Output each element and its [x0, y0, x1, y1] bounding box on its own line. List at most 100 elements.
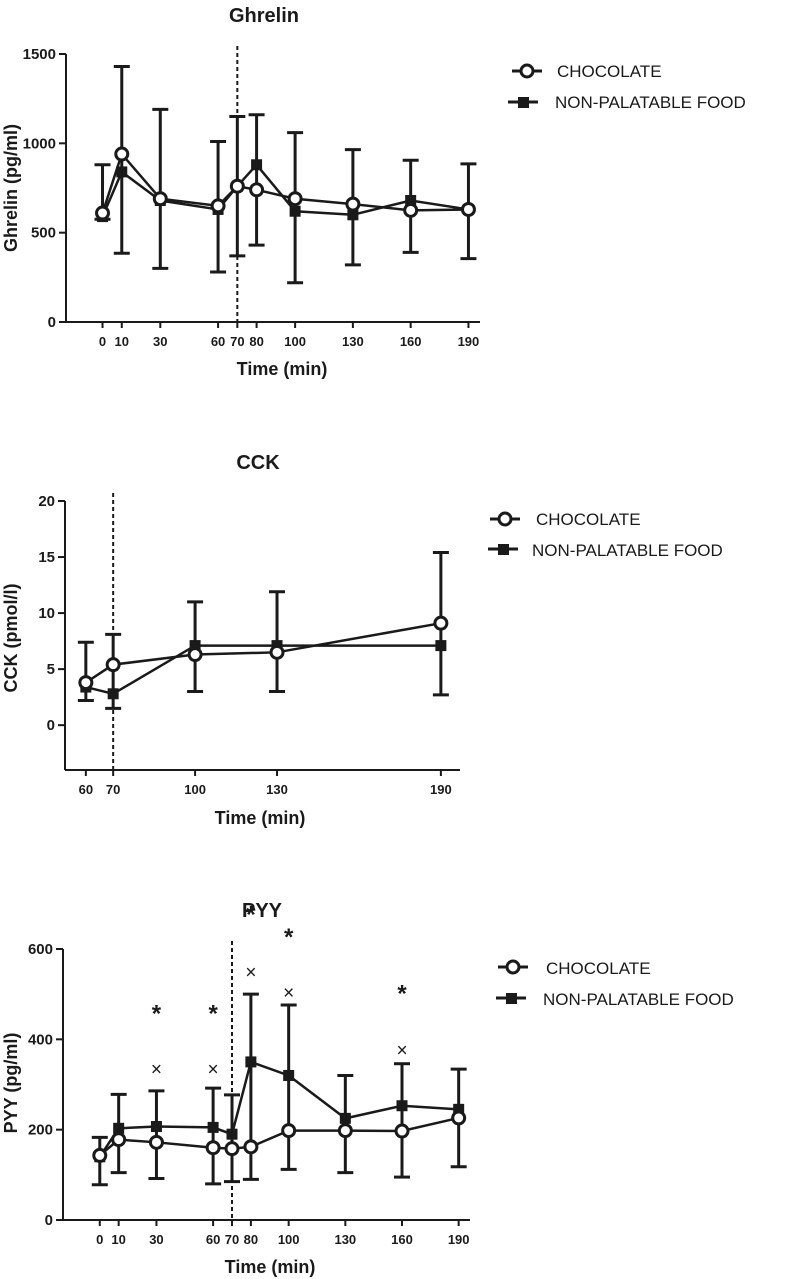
chocolate-data-point — [92, 1147, 108, 1163]
legend-item-chocolate: CHOCOLATE — [512, 62, 662, 81]
non-palatable-data-point — [251, 159, 263, 171]
axes: 0 200 400 600 0 10 30 60 70 80 100 130 160 190 — [28, 941, 470, 1247]
non-palatable-data-point — [339, 1112, 351, 1124]
legend: CHOCOLATE NON-PALATABLE FOOD — [508, 62, 746, 112]
axes: 0 5 10 15 20 60 70 100 130 190 — [38, 493, 460, 797]
non-palatable-data-point — [150, 1121, 162, 1133]
non-palatable-data-point — [207, 1121, 219, 1133]
plot-area — [94, 46, 477, 322]
chocolate-data-point — [152, 191, 168, 207]
non-palatable-data-point — [113, 1122, 125, 1134]
legend-item-chocolate: CHOCOLATE — [498, 959, 651, 978]
plot-area: * × * × * × * × * × — [91, 901, 467, 1220]
chocolate-data-point — [111, 1132, 127, 1148]
chocolate-data-point — [205, 1140, 221, 1156]
chocolate-data-point — [187, 647, 203, 663]
chocolate-data-point — [345, 196, 361, 212]
y-tick-label: 0 — [48, 314, 56, 331]
legend-open-circle-marker — [505, 959, 521, 975]
chocolate-data-point — [433, 615, 449, 631]
legend-item-chocolate: CHOCOLATE — [490, 510, 641, 529]
chocolate-data-point — [148, 1134, 164, 1150]
legend-item-non-palatable-food: NON-PALATABLE FOOD — [508, 93, 746, 112]
y-tick-label: 10 — [38, 605, 55, 622]
legend-item-non-palatable-food: NON-PALATABLE FOOD — [496, 990, 734, 1009]
non-palatable-data-point — [226, 1128, 238, 1140]
chocolate-data-point — [210, 198, 226, 214]
significance-star: * — [397, 980, 407, 1007]
x-tick-label: 0 — [99, 334, 106, 349]
significance-cross: × — [396, 1040, 407, 1061]
legend: CHOCOLATE NON-PALATABLE FOOD — [488, 510, 723, 560]
x-tick-label: 70 — [106, 782, 120, 797]
significance-star: * — [208, 1001, 218, 1028]
significance-cross: × — [208, 1060, 219, 1081]
cck-panel: CCK CCK (pmol/l) Time (min) 0 5 10 15 20 60 70… — [1, 452, 723, 828]
x-tick-label: 30 — [149, 1232, 163, 1247]
y-tick-label: 0 — [45, 1212, 53, 1229]
chocolate-data-point — [287, 191, 303, 207]
legend: CHOCOLATE NON-PALATABLE FOOD — [496, 959, 734, 1009]
y-axis-title: Ghrelin (pg/ml) — [1, 124, 21, 252]
chocolate-data-point — [394, 1123, 410, 1139]
x-axis-title: Time (min) — [225, 1257, 316, 1277]
x-tick-label: 0 — [96, 1232, 103, 1247]
y-tick-label: 200 — [28, 1122, 53, 1139]
y-tick-label: 20 — [38, 493, 55, 510]
non-palatable-data-point — [289, 205, 301, 217]
non-palatable-data-point — [347, 209, 359, 221]
non-palatable-data-point — [435, 640, 447, 652]
significance-star: * — [246, 901, 256, 928]
legend-open-circle-marker — [497, 511, 513, 527]
chocolate-data-point — [337, 1123, 353, 1139]
x-tick-label: 80 — [249, 334, 263, 349]
x-tick-label: 10 — [111, 1232, 125, 1247]
legend-label: NON-PALATABLE FOOD — [543, 990, 734, 1009]
significance-cross: × — [283, 983, 294, 1004]
chart-title: PYY — [242, 900, 283, 922]
legend-filled-square-marker — [518, 97, 529, 108]
axes: 0 500 1000 1500 0 10 30 60 70 80 100 130 160 190 — [23, 46, 480, 349]
x-tick-label: 100 — [184, 782, 206, 797]
x-tick-label: 190 — [430, 782, 452, 797]
legend-open-circle-marker — [519, 63, 535, 79]
chocolate-data-point — [451, 1110, 467, 1126]
significance-cross: × — [245, 963, 256, 984]
non-palatable-data-point — [107, 688, 119, 700]
x-tick-label: 160 — [400, 334, 422, 349]
x-tick-label: 60 — [211, 334, 225, 349]
plot-area — [77, 493, 449, 770]
x-tick-label: 70 — [225, 1232, 239, 1247]
y-tick-label: 0 — [47, 717, 55, 734]
x-tick-label: 10 — [115, 334, 129, 349]
non-palatable-series-line — [101, 162, 469, 218]
x-tick-label: 190 — [458, 334, 480, 349]
x-tick-label: 130 — [334, 1232, 356, 1247]
legend-label: CHOCOLATE — [557, 62, 662, 81]
chart-title: Ghrelin — [229, 5, 299, 27]
chocolate-data-point — [78, 675, 94, 691]
y-tick-label: 1500 — [23, 46, 56, 63]
y-tick-label: 15 — [38, 549, 55, 566]
chocolate-data-point — [460, 201, 476, 217]
x-axis-title: Time (min) — [237, 359, 328, 379]
non-palatable-series-line — [98, 1060, 459, 1158]
non-palatable-data-point — [405, 195, 417, 207]
non-palatable-data-point — [245, 1056, 257, 1068]
y-axis-title: CCK (pmol/l) — [1, 584, 21, 693]
y-tick-label: 500 — [31, 225, 56, 242]
significance-cross: × — [151, 1060, 162, 1081]
x-tick-label: 130 — [342, 334, 364, 349]
x-tick-label: 70 — [230, 334, 244, 349]
y-tick-label: 1000 — [23, 135, 56, 152]
x-tick-label: 100 — [278, 1232, 300, 1247]
chocolate-data-point — [403, 202, 419, 218]
significance-star: * — [284, 924, 294, 951]
non-palatable-data-point — [453, 1103, 465, 1115]
chocolate-data-point — [243, 1139, 259, 1155]
significance-star: * — [152, 1001, 162, 1028]
chocolate-data-point — [229, 178, 245, 194]
legend-label: NON-PALATABLE FOOD — [555, 93, 746, 112]
legend-item-non-palatable-food: NON-PALATABLE FOOD — [488, 541, 723, 560]
